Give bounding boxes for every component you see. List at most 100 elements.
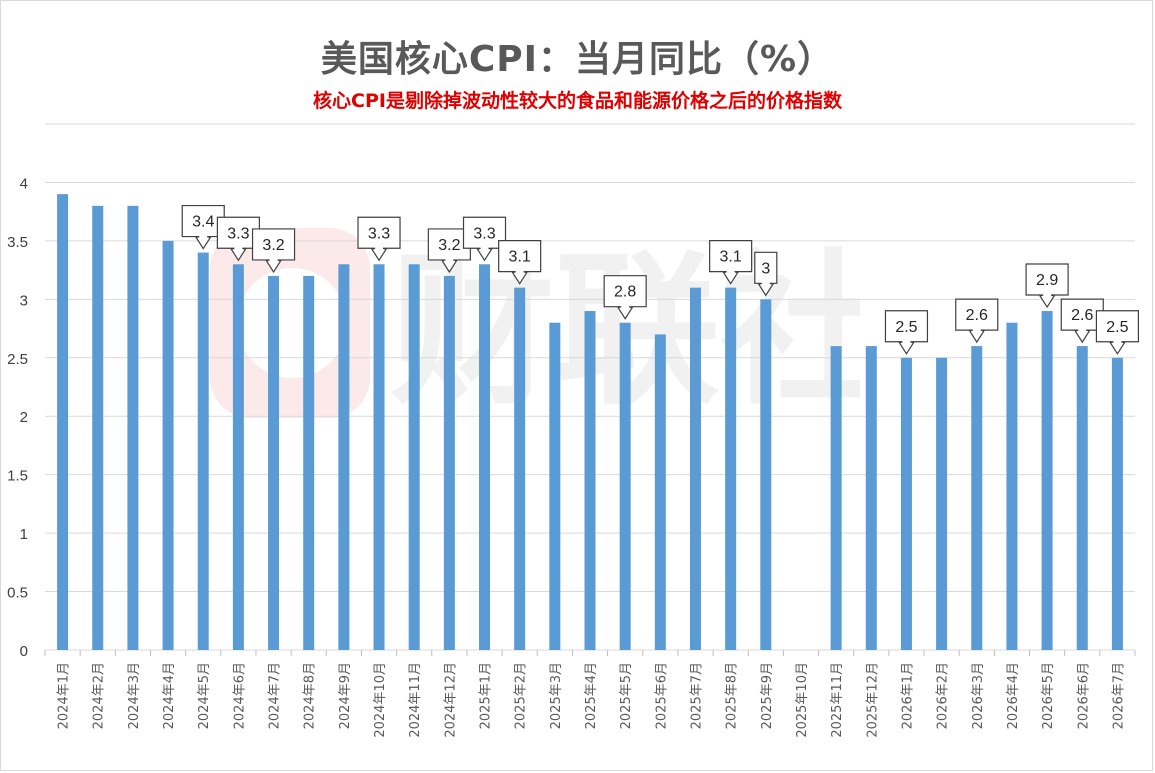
bar <box>479 264 491 650</box>
data-label: 3.3 <box>368 225 390 242</box>
data-callout <box>1025 263 1069 309</box>
data-callout <box>955 298 999 344</box>
data-callout <box>498 240 542 285</box>
bar <box>303 275 315 650</box>
bar <box>1076 346 1088 650</box>
data-callout <box>884 310 929 355</box>
bar <box>57 194 69 650</box>
bar <box>232 264 244 650</box>
x-tick-label: 2025年4月 <box>584 662 599 729</box>
y-tick-label: 1 <box>20 526 28 543</box>
x-tick-label: 2025年8月 <box>725 662 740 729</box>
x-tick-label: 2026年5月 <box>1041 662 1056 729</box>
data-label: 2.6 <box>966 307 988 324</box>
x-tick-label: 2024年8月 <box>303 662 318 729</box>
x-tick-label: 2024年7月 <box>268 662 283 729</box>
x-tick-label: 2025年5月 <box>619 662 634 729</box>
bar <box>1111 357 1123 650</box>
data-callout <box>357 216 401 262</box>
x-tick-label: 2025年10月 <box>795 662 810 738</box>
bar <box>1041 311 1053 650</box>
bar <box>197 252 209 651</box>
data-label: 3 <box>761 260 770 277</box>
x-tick-label: 2024年9月 <box>338 662 353 729</box>
x-tick-label: 2026年7月 <box>1111 662 1126 729</box>
bar <box>725 287 737 650</box>
y-tick-label: 2 <box>20 409 28 426</box>
bar <box>127 205 139 651</box>
bar <box>373 264 385 650</box>
bar <box>936 357 948 650</box>
data-callout <box>709 240 753 285</box>
data-callout <box>1095 310 1140 355</box>
bar <box>584 311 596 650</box>
x-tick-label: 2024年11月 <box>408 662 423 738</box>
bar <box>443 275 455 650</box>
data-label: 3.3 <box>227 225 249 242</box>
x-tick-label: 2026年4月 <box>1006 662 1021 729</box>
data-label: 3.4 <box>192 214 214 231</box>
x-tick-label: 2025年9月 <box>760 662 775 729</box>
y-tick-label: 3 <box>20 292 28 309</box>
bar <box>268 275 280 650</box>
bar <box>830 346 842 650</box>
data-label: 3.2 <box>262 237 284 254</box>
bar <box>1006 322 1018 650</box>
bar <box>619 322 631 650</box>
bar <box>338 264 350 650</box>
x-tick-label: 2026年6月 <box>1076 662 1091 729</box>
data-callout <box>462 216 507 262</box>
x-tick-label: 2026年3月 <box>971 662 986 729</box>
chart-title: 美国核心CPI：当月同比（%） <box>320 39 835 80</box>
data-label: 3.3 <box>473 225 495 242</box>
x-tick-label: 2024年10月 <box>373 662 388 738</box>
x-tick-label: 2026年2月 <box>936 662 951 729</box>
y-tick-label: 0 <box>20 643 28 660</box>
bar <box>865 346 877 650</box>
y-tick-label: 1.5 <box>7 468 28 485</box>
bar <box>971 346 983 650</box>
data-callout <box>603 275 647 320</box>
data-label: 3.1 <box>509 249 531 266</box>
data-label: 2.8 <box>614 284 636 301</box>
y-tick-label: 3.5 <box>7 234 28 251</box>
data-callout <box>251 228 296 274</box>
y-tick-label: 4 <box>20 175 28 192</box>
data-label: 2.9 <box>1036 272 1058 289</box>
data-label: 2.5 <box>1106 319 1128 336</box>
x-tick-label: 2025年1月 <box>479 662 494 729</box>
y-tick-label: 0.5 <box>7 585 28 602</box>
x-tick-label: 2024年6月 <box>232 662 247 729</box>
bar <box>92 205 104 651</box>
bar <box>760 299 772 650</box>
x-tick-label: 2024年2月 <box>92 662 107 729</box>
bar <box>900 357 912 650</box>
bar <box>408 264 420 650</box>
data-callout <box>754 251 778 297</box>
x-tick-label: 2024年4月 <box>162 662 177 729</box>
data-label: 3.2 <box>438 237 460 254</box>
x-tick-label: 2025年7月 <box>689 662 704 729</box>
x-tick-label: 2025年11月 <box>830 662 845 738</box>
bar <box>654 334 666 650</box>
bar <box>689 287 701 650</box>
x-tick-label: 2025年2月 <box>514 662 529 729</box>
bar <box>162 240 174 650</box>
x-tick-label: 2026年1月 <box>900 662 915 729</box>
chart-subtitle: 核心CPI是剔除掉波动性较大的食品和能源价格之后的价格指数 <box>313 90 842 112</box>
y-tick-label: 2.5 <box>7 351 28 368</box>
x-tick-label: 2025年12月 <box>865 662 880 738</box>
x-tick-label: 2025年3月 <box>549 662 564 729</box>
x-tick-label: 2024年1月 <box>57 662 72 729</box>
x-tick-label: 2025年6月 <box>654 662 669 729</box>
x-tick-label: 2024年5月 <box>197 662 212 729</box>
x-tick-label: 2024年3月 <box>127 662 142 729</box>
data-label: 2.6 <box>1071 307 1093 324</box>
x-tick-label: 2024年12月 <box>443 662 458 738</box>
data-label: 2.5 <box>895 319 917 336</box>
data-label: 3.1 <box>720 249 742 266</box>
bar <box>514 287 526 650</box>
bar <box>549 322 561 650</box>
